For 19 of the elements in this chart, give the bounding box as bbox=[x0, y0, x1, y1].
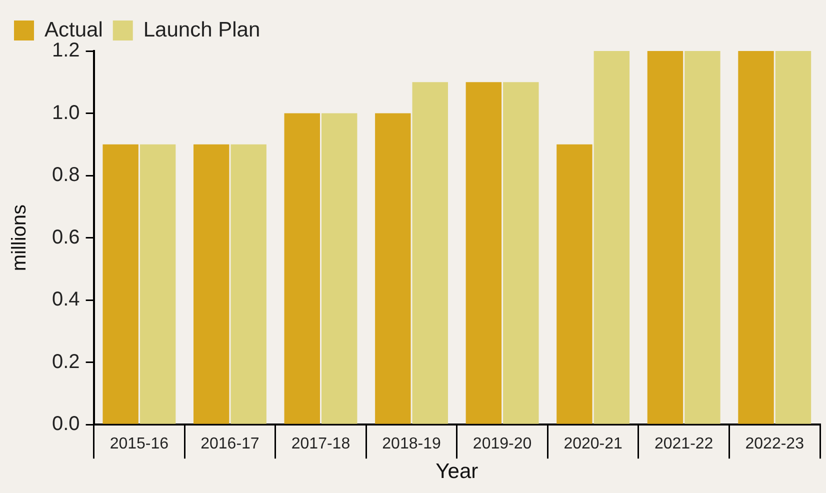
x-tick-label: 2015-16 bbox=[110, 436, 169, 453]
x-axis-title: Year bbox=[436, 460, 478, 484]
legend-label: Actual bbox=[44, 18, 103, 42]
x-tick-label: 2022-23 bbox=[745, 436, 804, 453]
x-tick-label: 2018-19 bbox=[382, 436, 441, 453]
y-tick-label: 1.2 bbox=[52, 40, 80, 62]
x-tick-label: 2017-18 bbox=[291, 436, 350, 453]
y-tick-label: 1.0 bbox=[52, 102, 80, 124]
x-tick-label: 2020-21 bbox=[564, 436, 623, 453]
x-tick-label: 2021-22 bbox=[654, 436, 714, 453]
y-tick-label: 0.4 bbox=[52, 288, 80, 311]
y-axis-title: millions bbox=[8, 204, 31, 272]
y-tick-label: 0.2 bbox=[52, 350, 80, 373]
x-tick-label: 2016-17 bbox=[200, 436, 260, 453]
y-tick-label: 0.6 bbox=[52, 226, 80, 248]
x-tick-label: 2019-20 bbox=[472, 436, 532, 453]
legend-label: Launch Plan bbox=[143, 18, 260, 42]
y-tick-label: 0.8 bbox=[52, 164, 80, 186]
y-tick-label: 0.0 bbox=[52, 413, 80, 436]
